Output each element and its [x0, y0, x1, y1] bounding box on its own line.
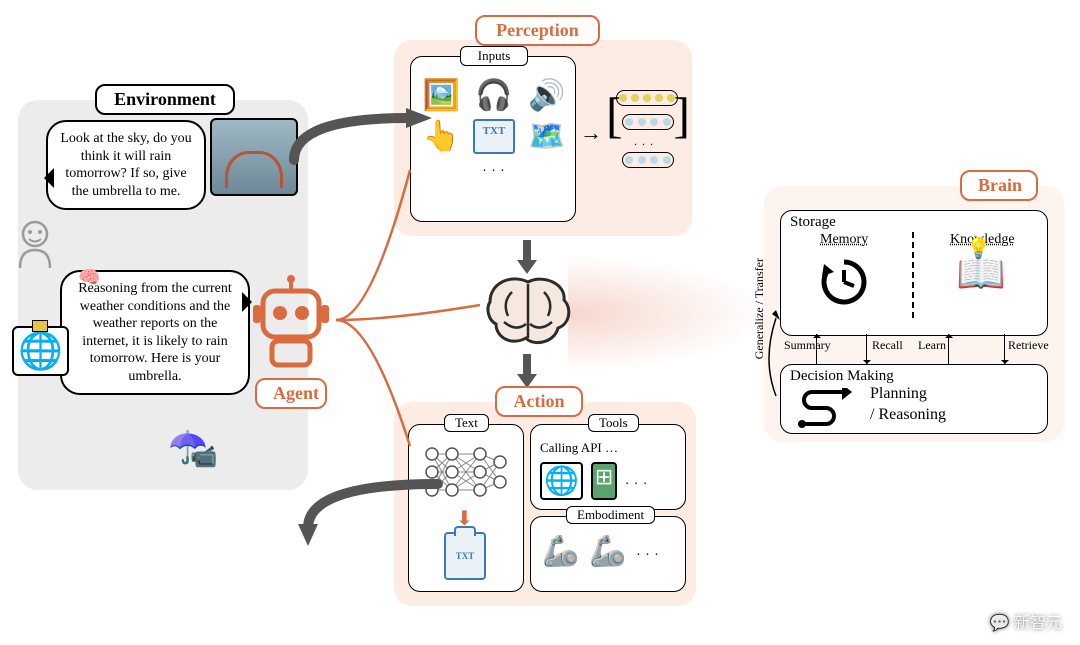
agent-label: Agent	[255, 378, 327, 409]
user-avatar-icon	[12, 218, 58, 270]
brain-glow	[568, 256, 768, 372]
storage-divider	[912, 232, 914, 318]
agent-connector-lines	[330, 150, 440, 450]
generalize-transfer-label: Generalize / Transfer	[752, 258, 767, 359]
learn-arrow	[948, 334, 949, 364]
tool-icons: 🌐 ⊞ . . .	[540, 462, 648, 500]
learn-label: Learn	[918, 338, 946, 353]
user-speech-text: Look at the sky, do you think it will ra…	[60, 131, 191, 199]
planning-reasoning-text: Planning / Reasoning	[870, 384, 946, 426]
agent-speech-bubble: 🧠 Reasoning from the current weather con…	[60, 270, 250, 395]
recall-arrow	[866, 334, 867, 364]
memory-label: Memory	[820, 232, 868, 248]
action-embodiment-label: Embodiment	[566, 506, 655, 524]
user-speech-bubble: Look at the sky, do you think it will ra…	[46, 120, 206, 210]
perception-arrow-icon: →	[580, 120, 602, 146]
perception-inputs-label: Inputs	[460, 46, 528, 66]
brain-center-icon	[482, 272, 574, 352]
map-icon: 🗺️	[525, 119, 568, 154]
globe-browser-icon: 🌐	[12, 326, 69, 376]
action-title: Action	[495, 386, 583, 417]
storage-label: Storage	[790, 214, 836, 231]
umbrella-icon: ☂️	[168, 428, 208, 466]
browser-globe-icon: 🌐	[540, 462, 583, 500]
embodiment-icons: 🦾 🦾 . . .	[542, 534, 659, 569]
txt-file-icon: TXT	[473, 119, 516, 154]
token-embeddings-icon: [] . . .	[606, 78, 686, 188]
memory-clock-icon	[816, 254, 872, 310]
retrieve-label: Retrieve	[1008, 338, 1049, 353]
perception-title: Perception	[475, 15, 600, 46]
watermark-text: 新智元	[990, 609, 1062, 633]
robot-arm-icon: 🦾	[589, 534, 626, 569]
headphones-icon: 🎧	[473, 78, 516, 113]
calculator-icon: ⊞	[591, 462, 617, 500]
audio-icon: 🔊	[525, 78, 568, 113]
generalize-transfer-arrow	[766, 310, 780, 400]
robot-arm-icon: 🦾	[542, 534, 579, 569]
txt-output-icon: TXT	[444, 532, 486, 580]
brain-mini-icon: 🧠	[78, 266, 100, 289]
tools-api-text: Calling API …	[540, 440, 618, 456]
agent-speech-text: Reasoning from the current weather condi…	[78, 281, 232, 384]
action-tools-label: Tools	[588, 414, 639, 432]
retrieve-arrow	[1004, 334, 1005, 364]
brain-title: Brain	[960, 170, 1038, 201]
action-text-label: Text	[444, 414, 489, 432]
sky-bridge-image	[210, 118, 298, 196]
action-to-env-arrow	[288, 474, 448, 540]
summary-label: Summary	[784, 338, 831, 353]
environment-title: Environment	[95, 84, 235, 115]
recall-label: Recall	[872, 338, 903, 353]
route-path-icon	[796, 388, 856, 428]
perception-to-brain-arrow	[512, 238, 542, 276]
decision-making-label: Decision Making	[790, 368, 894, 385]
knowledge-book-icon: 📖💡	[956, 250, 1006, 297]
brain-to-action-arrow	[512, 352, 542, 390]
agent-robot-icon	[248, 275, 334, 371]
